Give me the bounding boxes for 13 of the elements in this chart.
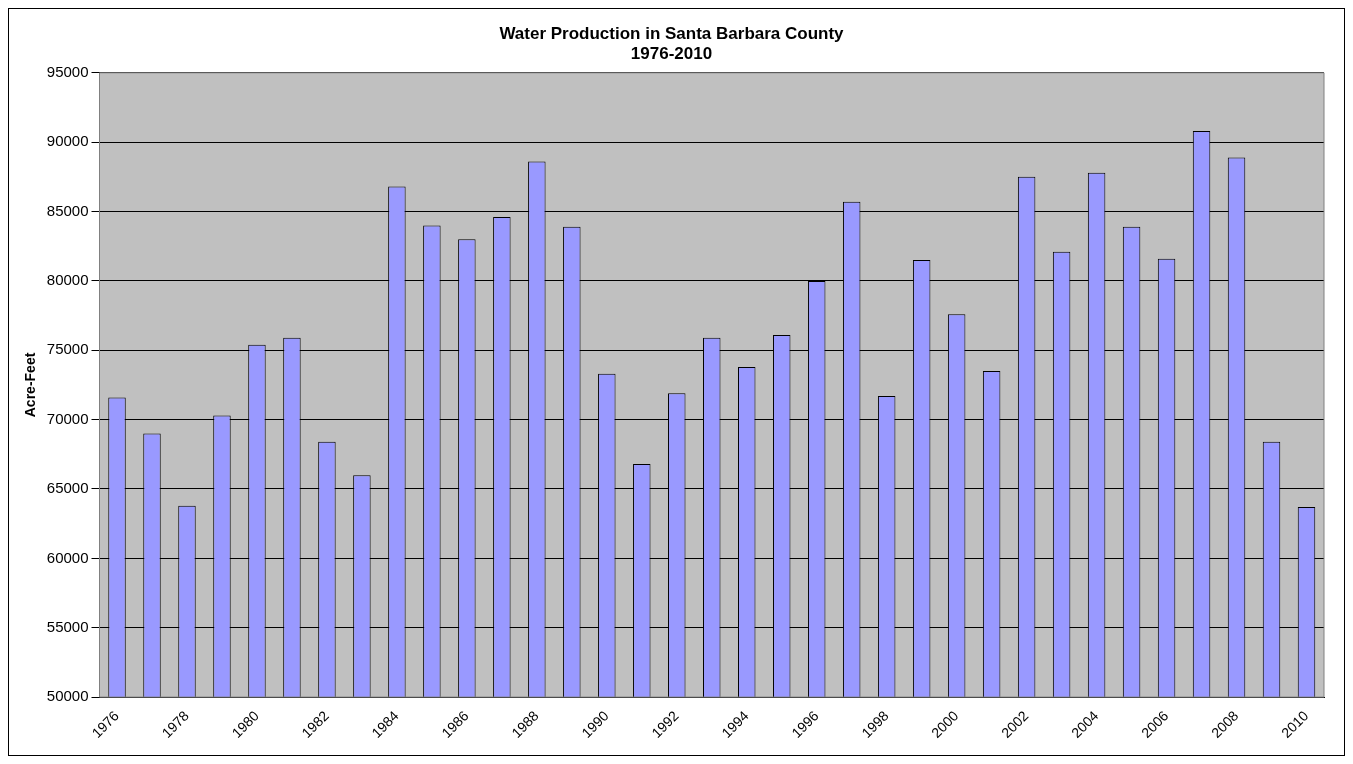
chart-title: Water Production in Santa Barbara County — [499, 23, 845, 43]
y-tick-label: 50000 — [46, 687, 89, 705]
y-tick-label: 55000 — [46, 617, 89, 635]
y-tick-label: 80000 — [46, 271, 89, 289]
chart-subtitle: 1976-2010 — [630, 44, 713, 64]
y-tick-label: 90000 — [46, 132, 89, 150]
y-tick-label: 95000 — [46, 62, 89, 80]
y-tick-label: 75000 — [46, 340, 89, 358]
y-tick-label: 60000 — [46, 548, 89, 566]
y-tick-label: 65000 — [46, 479, 89, 497]
y-tick-label: 70000 — [46, 409, 89, 427]
y-axis-title: Acre-Feet — [22, 352, 39, 418]
y-tick-label: 85000 — [46, 201, 89, 219]
